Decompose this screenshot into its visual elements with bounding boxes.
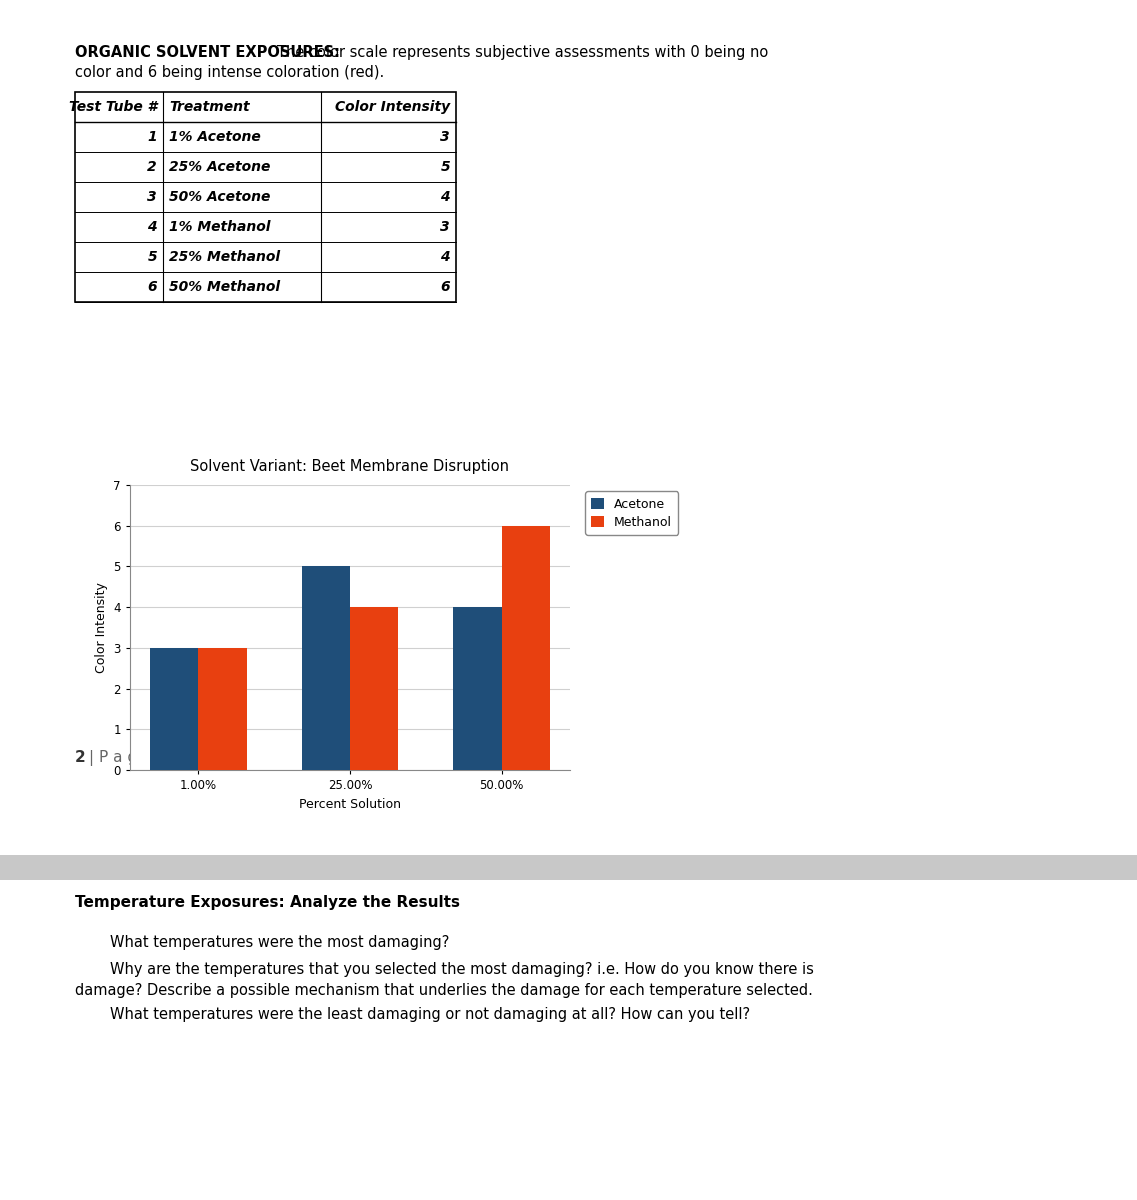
Text: 3: 3	[148, 190, 157, 204]
Text: What temperatures were the least damaging or not damaging at all? How can you te: What temperatures were the least damagin…	[110, 1007, 750, 1022]
Text: Temperature Exposures: Analyze the Results: Temperature Exposures: Analyze the Resul…	[75, 895, 460, 910]
Text: | P a g e: | P a g e	[89, 750, 151, 766]
Text: 4: 4	[148, 220, 157, 234]
Bar	[501, 526, 550, 770]
Text: 5: 5	[148, 250, 157, 264]
Text: Color Intensity: Color Intensity	[335, 100, 450, 114]
Text: 25% Acetone: 25% Acetone	[169, 160, 271, 174]
Bar	[0, 880, 1137, 1200]
Text: 50% Acetone: 50% Acetone	[169, 190, 271, 204]
Text: 1% Acetone: 1% Acetone	[169, 130, 260, 144]
Text: 2: 2	[148, 160, 157, 174]
Text: 5: 5	[440, 160, 450, 174]
Bar	[453, 607, 501, 770]
Text: 6: 6	[440, 280, 450, 294]
Text: ORGANIC SOLVENT EXPOSURES:: ORGANIC SOLVENT EXPOSURES:	[75, 44, 340, 60]
Text: damage? Describe a possible mechanism that underlies the damage for each tempera: damage? Describe a possible mechanism th…	[75, 983, 813, 998]
Text: 4: 4	[440, 250, 450, 264]
Text: 3: 3	[440, 220, 450, 234]
Text: 4: 4	[440, 190, 450, 204]
Bar	[301, 566, 350, 770]
Text: 6: 6	[148, 280, 157, 294]
Bar	[75, 92, 456, 302]
Text: 50% Methanol: 50% Methanol	[169, 280, 280, 294]
Text: Treatment: Treatment	[169, 100, 250, 114]
Text: color and 6 being intense coloration (red).: color and 6 being intense coloration (re…	[75, 65, 384, 80]
Text: What temperatures were the most damaging?: What temperatures were the most damaging…	[110, 935, 449, 950]
Bar	[199, 648, 247, 770]
Text: Test Tube #: Test Tube #	[68, 100, 157, 114]
Text: 3: 3	[440, 130, 450, 144]
Y-axis label: Color Intensity: Color Intensity	[94, 582, 108, 673]
Bar	[350, 607, 398, 770]
Text: 25% Methanol: 25% Methanol	[169, 250, 280, 264]
Text: 2: 2	[75, 750, 85, 766]
Text: The color scale represents subjective assessments with 0 being no: The color scale represents subjective as…	[277, 44, 769, 60]
Legend: Acetone, Methanol: Acetone, Methanol	[586, 491, 678, 535]
Bar	[150, 648, 199, 770]
Text: Why are the temperatures that you selected the most damaging? i.e. How do you kn: Why are the temperatures that you select…	[110, 962, 814, 977]
Title: Solvent Variant: Beet Membrane Disruption: Solvent Variant: Beet Membrane Disruptio…	[191, 460, 509, 474]
Bar	[0, 854, 1137, 880]
Text: 1% Methanol: 1% Methanol	[169, 220, 271, 234]
X-axis label: Percent Solution: Percent Solution	[299, 798, 401, 810]
Text: 1: 1	[148, 130, 157, 144]
